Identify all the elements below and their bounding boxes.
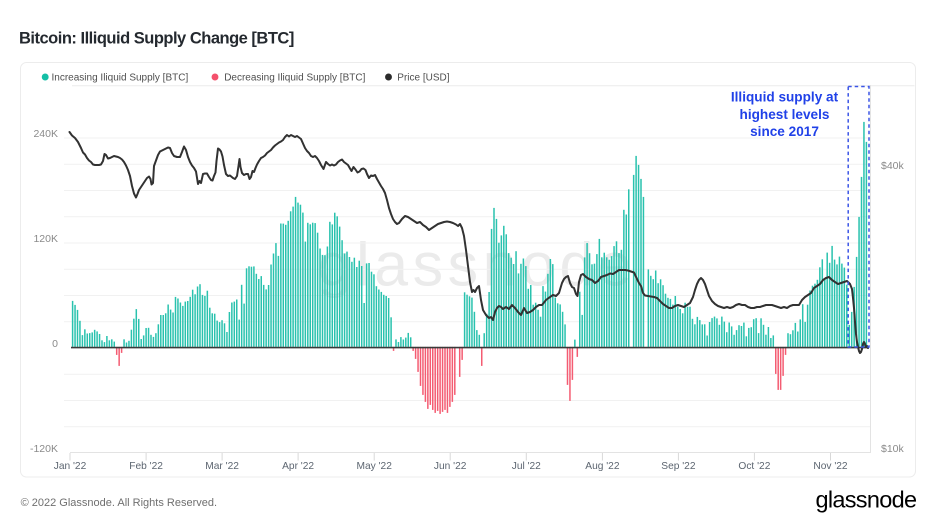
svg-text:0: 0 — [52, 338, 58, 350]
svg-text:since 2017: since 2017 — [750, 124, 819, 139]
svg-text:Decreasing Iliquid Supply [BTC: Decreasing Iliquid Supply [BTC] — [224, 73, 365, 84]
svg-text:Bitcoin: Illiquid Supply Chang: Bitcoin: Illiquid Supply Change [BTC] — [19, 29, 294, 47]
svg-text:Jun '22: Jun '22 — [434, 461, 467, 472]
svg-text:$40k: $40k — [881, 160, 905, 172]
svg-text:Oct '22: Oct '22 — [738, 461, 770, 472]
svg-text:© 2022 Glassnode. All Rights R: © 2022 Glassnode. All Rights Reserved. — [21, 497, 217, 509]
svg-text:highest levels: highest levels — [740, 107, 830, 122]
svg-text:240K: 240K — [33, 128, 58, 140]
svg-text:Feb '22: Feb '22 — [129, 461, 163, 472]
svg-text:Nov '22: Nov '22 — [813, 461, 848, 472]
svg-text:Increasing Iliquid Supply [BTC: Increasing Iliquid Supply [BTC] — [52, 73, 189, 84]
svg-text:Mar '22: Mar '22 — [205, 461, 239, 472]
svg-text:Jan '22: Jan '22 — [54, 461, 87, 472]
svg-text:glassnode: glassnode — [318, 231, 637, 299]
svg-text:Sep '22: Sep '22 — [661, 461, 696, 472]
svg-text:May '22: May '22 — [357, 461, 393, 472]
svg-text:120K: 120K — [33, 233, 58, 245]
svg-text:Jul '22: Jul '22 — [512, 461, 541, 472]
svg-text:Illiquid supply at: Illiquid supply at — [731, 90, 839, 105]
svg-text:Aug '22: Aug '22 — [585, 461, 620, 472]
svg-text:Price [USD]: Price [USD] — [397, 73, 449, 84]
svg-text:Apr '22: Apr '22 — [282, 461, 314, 472]
svg-text:-120K: -120K — [30, 443, 58, 455]
svg-text:$10k: $10k — [881, 443, 905, 455]
svg-text:glassnode: glassnode — [816, 487, 917, 513]
